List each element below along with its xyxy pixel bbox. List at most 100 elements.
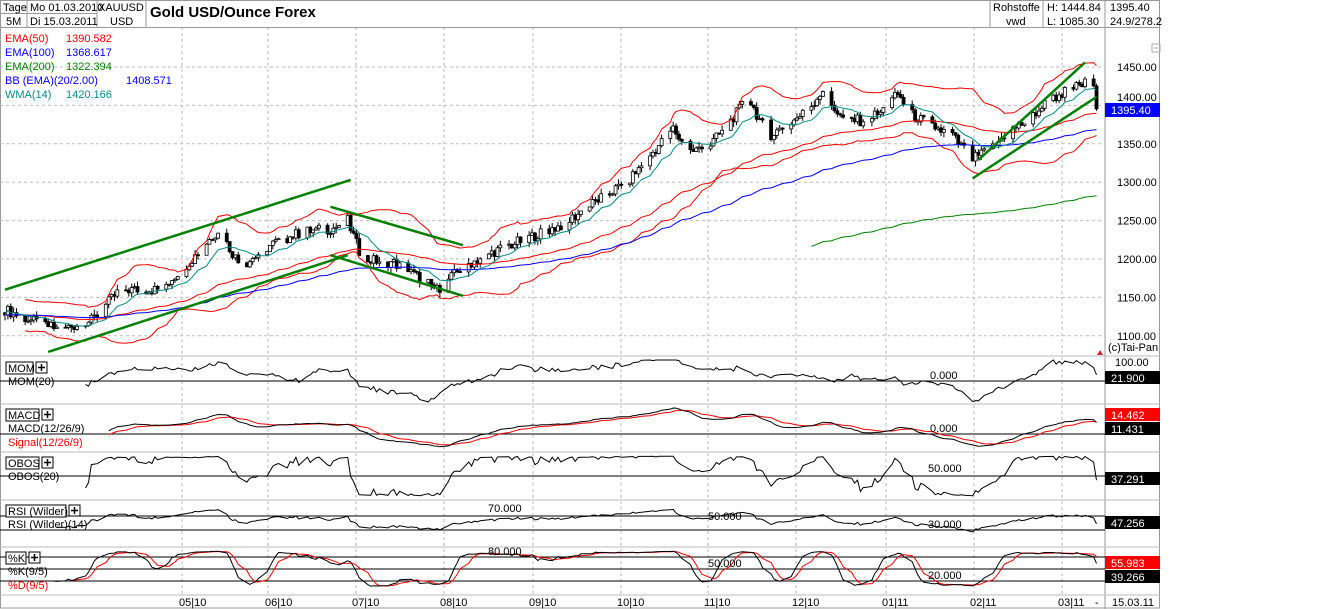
category: Rohstoffe — [993, 2, 1040, 14]
candle — [207, 237, 212, 245]
copyright: (c)Tai-Pan — [1108, 342, 1158, 354]
candle — [576, 209, 581, 225]
obos-line — [85, 455, 1097, 497]
mom-top: 100.00 — [1115, 357, 1149, 369]
candle-up — [317, 224, 321, 229]
expand-plus-icon[interactable] — [41, 408, 54, 421]
candle-up — [599, 193, 604, 203]
expand-plus-icon[interactable] — [41, 456, 54, 469]
trendline — [977, 61, 1086, 161]
candle-up — [636, 167, 641, 175]
candle — [184, 265, 189, 279]
candle-down — [953, 132, 958, 136]
x-label: 08|10 — [440, 597, 467, 609]
expand-plus-icon[interactable] — [28, 551, 41, 564]
start-date: Mo 01.03.2010 — [30, 2, 103, 14]
candle-down — [858, 114, 863, 127]
price-panel — [3, 61, 1099, 354]
candle — [533, 231, 537, 245]
mom-label-box[interactable] — [5, 361, 34, 375]
candle — [250, 256, 255, 265]
candle-down — [296, 229, 301, 239]
candle — [674, 123, 678, 140]
candle-down — [930, 116, 935, 124]
candle-down — [236, 254, 241, 264]
candle — [288, 235, 293, 244]
candle — [265, 250, 269, 256]
candle-up — [659, 138, 664, 146]
price-tick-label: 1150.00 — [1117, 292, 1156, 304]
obos-label-box[interactable] — [5, 456, 40, 470]
candle — [590, 195, 595, 209]
candle-down — [901, 96, 906, 105]
candle-down — [780, 127, 785, 130]
candle-up — [498, 244, 503, 249]
obos-label: OBOS — [8, 458, 40, 470]
grid — [0, 26, 1160, 609]
candle-up — [815, 98, 820, 107]
candle — [512, 241, 517, 251]
legend-ema100-label: EMA(100) — [5, 47, 55, 59]
candle — [881, 107, 886, 117]
price-tick-label: 1250.00 — [1117, 216, 1157, 228]
candle-up — [567, 221, 572, 231]
x-end-label: 15.03.11 — [1112, 597, 1154, 609]
trendline — [47, 253, 349, 354]
candle — [270, 240, 275, 250]
candle-up — [29, 319, 33, 322]
trendline — [330, 205, 464, 247]
candle-down — [1077, 82, 1082, 85]
candle — [216, 232, 221, 240]
candle — [751, 104, 756, 110]
candle-up — [288, 236, 293, 244]
candle-up — [789, 124, 794, 130]
candle-up — [893, 91, 897, 99]
stoch-label: %K — [8, 553, 26, 565]
macd-label-box[interactable] — [5, 408, 40, 422]
candle-up — [187, 265, 192, 271]
candle — [52, 318, 56, 332]
mom-sub-label: MOM(20) — [8, 376, 54, 388]
candle-up — [982, 148, 987, 151]
candle — [486, 252, 491, 260]
candle — [636, 165, 641, 178]
legend-bb-value: 1408.571 — [126, 75, 172, 87]
candle-up — [1062, 87, 1067, 98]
candle — [774, 127, 779, 139]
candle — [204, 242, 209, 256]
candle-down — [69, 325, 74, 328]
candle — [167, 283, 172, 287]
candle — [213, 237, 218, 244]
candle — [256, 251, 261, 262]
candle — [296, 227, 301, 240]
candle — [164, 281, 169, 293]
candle-down — [760, 118, 765, 121]
expand-plus-icon[interactable] — [68, 504, 81, 517]
rsi-level-30: 30.000 — [928, 519, 962, 531]
candle-up — [486, 253, 491, 260]
candle-up — [54, 326, 59, 329]
candle — [613, 184, 618, 197]
candle — [982, 146, 987, 152]
candle-up — [334, 226, 339, 229]
current-price-marker — [1105, 103, 1160, 117]
rsi-label-box[interactable] — [5, 504, 67, 518]
macd-line — [108, 407, 1097, 448]
candle — [599, 188, 604, 203]
wma-line — [4, 87, 1097, 327]
collapse-button[interactable] — [1151, 43, 1161, 53]
candle — [1037, 106, 1041, 118]
candle — [610, 192, 615, 197]
candle — [1074, 80, 1079, 91]
mom-line — [85, 359, 1097, 403]
rsi-sub-label: RSI (Wilder)(14) — [8, 519, 87, 531]
candle — [772, 134, 776, 145]
candle — [714, 132, 719, 142]
candle — [155, 284, 160, 294]
expand-plus-icon[interactable] — [35, 361, 48, 374]
candle — [103, 302, 108, 320]
stoch-label-box[interactable] — [5, 551, 27, 565]
candle-up — [795, 117, 799, 121]
candle — [495, 245, 500, 258]
